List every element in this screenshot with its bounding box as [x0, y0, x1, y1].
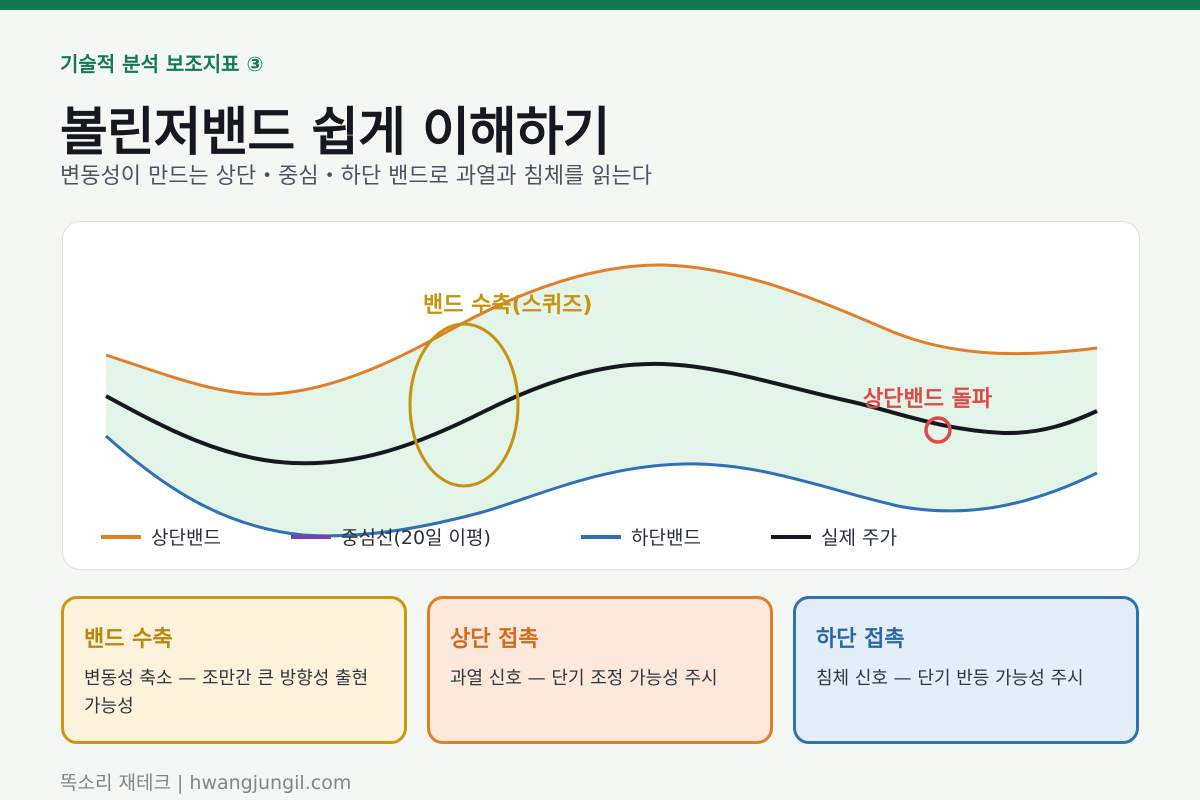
bollinger-diagram-card: 밴드 수축(스퀴즈) 상단밴드 돌파 상단밴드 중심선(20일 이평) 하단밴드…: [62, 221, 1140, 570]
info-card-lower-touch: 하단 접촉 침체 신호 — 단기 반등 가능성 주시: [793, 596, 1139, 744]
card-title: 하단 접촉: [816, 627, 905, 652]
squeeze-label: 밴드 수축(스퀴즈): [423, 293, 592, 318]
band-fill-area: [106, 264, 1097, 536]
card-title: 밴드 수축: [84, 627, 173, 652]
info-card-upper-touch: 상단 접촉 과열 신호 — 단기 조정 가능성 주시: [427, 596, 773, 744]
info-card-squeeze: 밴드 수축 변동성 축소 — 조만간 큰 방향성 출현 가능성: [61, 596, 407, 744]
lower-band-line: [104, 434, 1098, 538]
legend-label-middle: 중심선(20일 이평): [341, 527, 491, 549]
card-title: 상단 접촉: [450, 627, 539, 652]
footer-credit: 똑소리 재테크 | hwangjungil.com: [60, 772, 352, 794]
page-title: 볼린저밴드 쉽게 이해하기: [60, 103, 610, 163]
squeeze-ellipse: [408, 322, 520, 488]
bollinger-diagram: 밴드 수축(스퀴즈) 상단밴드 돌파 상단밴드 중심선(20일 이평) 하단밴드…: [101, 263, 1098, 549]
page-subtitle: 변동성이 만드는 상단・중심・하단 밴드로 과열과 침체를 읽는다: [60, 164, 652, 189]
card-description: 과열 신호 — 단기 조정 가능성 주시: [450, 668, 718, 689]
price-line: [105, 361, 1098, 466]
legend-label-upper: 상단밴드: [151, 527, 221, 549]
card-description: 변동성 축소 — 조만간 큰 방향성 출현 가능성: [84, 668, 369, 717]
legend-label-lower: 하단밴드: [631, 527, 701, 549]
card-description: 침체 신호 — 단기 반등 가능성 주시: [816, 668, 1084, 689]
upper-band-line: [105, 263, 1098, 396]
breakout-marker: [924, 416, 952, 444]
legend-label-price: 실제 주가: [821, 527, 897, 549]
series-label: 기술적 분석 보조지표 ③: [60, 52, 264, 76]
top-accent-bar: [0, 0, 1200, 10]
breakout-label: 상단밴드 돌파: [863, 387, 993, 412]
legend: 상단밴드 중심선(20일 이평) 하단밴드 실제 주가: [101, 527, 897, 549]
